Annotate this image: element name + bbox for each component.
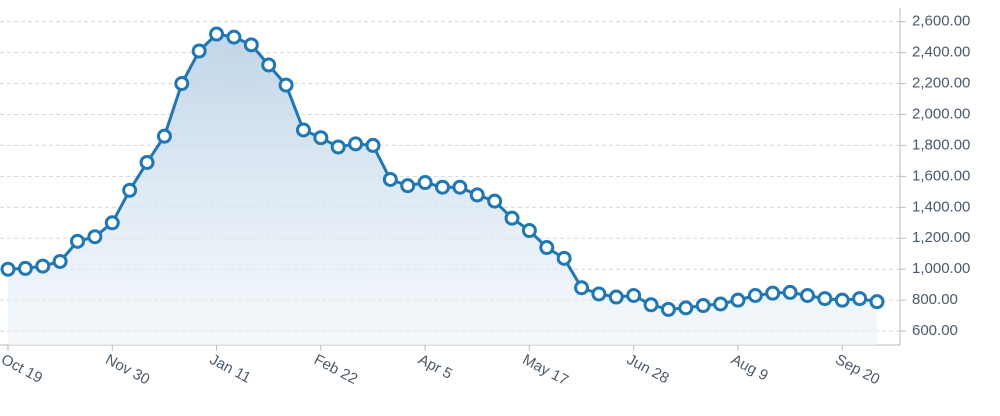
marker — [209, 26, 225, 42]
marker — [678, 300, 694, 316]
x-tick-label: Apr 5 — [415, 351, 455, 383]
y-tick-label: 1,600.00 — [912, 167, 970, 184]
y-tick-label: 2,400.00 — [912, 44, 970, 61]
marker — [713, 296, 729, 312]
x-tick-label: Jun 28 — [624, 351, 672, 387]
marker — [139, 154, 155, 170]
marker — [313, 130, 329, 146]
marker — [539, 240, 555, 256]
marker — [382, 171, 398, 187]
marker — [626, 287, 642, 303]
marker — [365, 137, 381, 153]
marker — [730, 292, 746, 308]
y-tick-label: 2,600.00 — [912, 13, 970, 30]
marker — [556, 250, 572, 266]
marker — [70, 233, 86, 249]
marker — [330, 139, 346, 155]
x-tick-label: May 17 — [520, 351, 571, 389]
marker — [435, 179, 450, 195]
marker — [869, 294, 885, 310]
marker — [261, 57, 277, 73]
marker — [747, 287, 763, 303]
marker — [817, 291, 833, 307]
x-tick-label: Aug 9 — [728, 351, 771, 384]
marker — [52, 253, 68, 269]
x-tick-label: Jan 11 — [207, 351, 254, 387]
marker — [243, 37, 259, 53]
y-tick-label: 1,000.00 — [912, 260, 970, 277]
y-tick-label: 2,200.00 — [912, 75, 970, 92]
y-tick-label: 600.00 — [912, 322, 958, 339]
marker — [487, 193, 503, 209]
marker — [765, 285, 781, 301]
y-tick-label: 800.00 — [912, 291, 958, 308]
marker — [591, 286, 607, 302]
marker — [174, 76, 190, 92]
marker — [87, 229, 103, 245]
x-tick-label: Nov 30 — [103, 351, 153, 388]
marker — [469, 187, 485, 203]
marker — [799, 287, 815, 303]
y-tick-label: 2,000.00 — [912, 105, 970, 122]
y-tick-label: 1,200.00 — [912, 229, 970, 246]
marker — [452, 179, 468, 195]
marker — [156, 128, 172, 144]
marker — [574, 280, 590, 296]
marker — [782, 284, 798, 300]
x-tick-label: Sep 20 — [832, 351, 882, 388]
marker — [608, 289, 624, 305]
marker — [417, 175, 433, 191]
marker — [695, 298, 711, 314]
marker — [104, 215, 120, 231]
marker — [17, 260, 33, 276]
marker — [0, 261, 16, 277]
marker — [226, 29, 242, 45]
marker — [278, 77, 294, 93]
x-tick-label: Feb 22 — [311, 351, 360, 388]
marker — [852, 291, 868, 307]
x-tick-label: Oct 19 — [0, 351, 45, 387]
marker — [295, 122, 311, 138]
y-tick-label: 1,400.00 — [912, 198, 970, 215]
marker — [521, 223, 537, 239]
y-tick-label: 1,800.00 — [912, 136, 970, 153]
marker — [35, 258, 51, 274]
marker — [400, 178, 416, 194]
marker — [660, 301, 676, 317]
marker — [348, 136, 364, 152]
marker — [834, 292, 850, 308]
marker — [504, 210, 520, 226]
marker — [191, 43, 207, 59]
marker — [643, 297, 659, 313]
marker — [122, 182, 138, 198]
